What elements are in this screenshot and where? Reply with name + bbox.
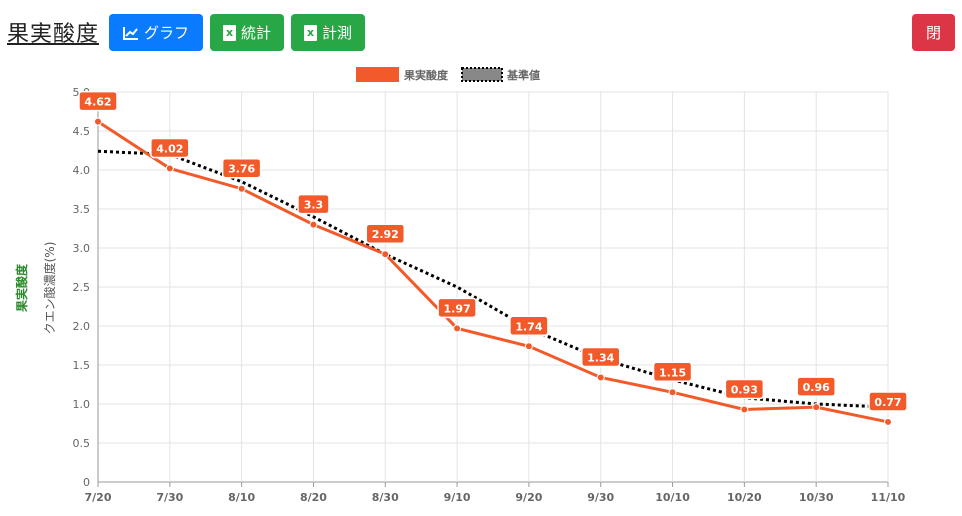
y-tick-label: 4.0 bbox=[73, 164, 91, 177]
x-tick-label: 7/30 bbox=[156, 491, 183, 504]
chart-legend: 果実酸度 基準値 bbox=[356, 67, 540, 82]
data-label: 2.92 bbox=[372, 228, 399, 241]
legend-swatch-acidity bbox=[356, 67, 399, 82]
data-label: 4.62 bbox=[84, 96, 111, 109]
series-acidity bbox=[94, 117, 892, 426]
acidity-point bbox=[237, 184, 246, 193]
acidity-line bbox=[97, 120, 889, 424]
y-axis-ticks: 0 0.5 1.0 1.5 2.0 2.5 3.0 3.5 4.0 4.5 5.0 bbox=[73, 86, 91, 489]
legend-label-reference: 基準値 bbox=[506, 68, 540, 82]
acidity-point bbox=[668, 388, 677, 397]
y-tick-label: 3.0 bbox=[73, 242, 91, 255]
close-button[interactable]: 閉 bbox=[912, 14, 955, 51]
excel-file-icon bbox=[222, 24, 236, 41]
y-axis-title: クエン酸濃度(%) bbox=[42, 242, 57, 335]
y-tick-label: 5.0 bbox=[73, 86, 91, 99]
y-tick-label: 1.5 bbox=[73, 359, 91, 372]
acidity-point bbox=[309, 220, 318, 229]
y-tick-label: 4.5 bbox=[73, 125, 91, 138]
data-label: 1.74 bbox=[515, 320, 542, 333]
data-label: 3.76 bbox=[228, 163, 255, 176]
acidity-point bbox=[165, 164, 174, 173]
legend-label-acidity: 果実酸度 bbox=[403, 68, 449, 82]
stats-button[interactable]: 統計 bbox=[210, 14, 284, 51]
measure-button[interactable]: 計測 bbox=[291, 14, 365, 51]
data-label-box bbox=[868, 391, 908, 412]
data-label-box bbox=[580, 346, 621, 368]
graph-button-label: グラフ bbox=[143, 24, 189, 42]
x-tick-label: 9/10 bbox=[444, 491, 471, 504]
y-tick-label: 1.0 bbox=[73, 398, 91, 411]
data-label: 3.3 bbox=[304, 199, 324, 212]
data-label: 1.34 bbox=[587, 351, 614, 364]
data-label: 1.15 bbox=[659, 366, 686, 379]
data-label: 0.77 bbox=[874, 396, 901, 409]
acidity-point bbox=[524, 342, 533, 351]
data-label-box bbox=[509, 315, 549, 337]
acidity-point bbox=[453, 324, 462, 333]
acidity-point bbox=[884, 417, 892, 426]
chart-line-icon bbox=[122, 26, 138, 40]
excel-file-icon bbox=[303, 24, 317, 41]
y-tick-label: 0 bbox=[83, 476, 90, 489]
graph-button[interactable]: グラフ bbox=[109, 14, 203, 51]
x-tick-label: 9/30 bbox=[587, 491, 614, 504]
acidity-point bbox=[381, 250, 390, 259]
data-label: 4.02 bbox=[156, 142, 183, 155]
measure-button-label: 計測 bbox=[321, 24, 352, 42]
data-label-box bbox=[150, 137, 190, 159]
x-tick-label: 10/20 bbox=[727, 491, 762, 504]
acidity-point bbox=[94, 117, 102, 126]
chart-grid bbox=[97, 91, 889, 487]
data-label-box bbox=[297, 193, 330, 215]
acidity-point bbox=[740, 405, 749, 414]
x-tick-label: 11/10 bbox=[871, 491, 906, 504]
series-reference bbox=[97, 149, 889, 409]
x-tick-label: 7/20 bbox=[85, 491, 112, 504]
acidity-point bbox=[596, 373, 605, 382]
toolbar: 果実酸度 グラフ 統計 計測 閉 bbox=[0, 0, 962, 60]
data-label-box bbox=[724, 378, 765, 400]
y-tick-label: 0.5 bbox=[73, 437, 91, 450]
y-tick-label: 2.5 bbox=[73, 281, 91, 294]
close-button-label: 閉 bbox=[925, 24, 941, 42]
legend-swatch-reference bbox=[461, 67, 503, 82]
x-tick-label: 9/20 bbox=[515, 491, 542, 504]
data-label-box bbox=[365, 223, 406, 244]
acidity-point bbox=[812, 403, 821, 412]
y-tick-label: 2.0 bbox=[73, 320, 91, 333]
x-tick-label: 8/10 bbox=[228, 491, 255, 504]
data-label-box bbox=[78, 90, 118, 112]
page-title: 果実酸度 bbox=[7, 22, 100, 47]
stats-button-label: 統計 bbox=[240, 24, 271, 42]
data-label: 0.96 bbox=[803, 381, 830, 394]
x-tick-label: 8/20 bbox=[300, 491, 327, 504]
data-label-box bbox=[221, 157, 262, 179]
data-label-box bbox=[796, 376, 836, 397]
x-tick-label: 8/30 bbox=[372, 491, 399, 504]
data-labels: 4.62 4.02 3.76 3.3 2.92 1.97 1.74 1.34 1.15 0.93 0… bbox=[78, 90, 908, 412]
reference-line bbox=[97, 149, 889, 409]
data-label-box bbox=[652, 361, 693, 383]
y-tick-label: 3.5 bbox=[73, 203, 91, 216]
x-axis-ticks: 7/20 7/30 8/10 8/20 8/30 9/10 9/20 9/30 10/10 10/… bbox=[85, 491, 906, 504]
data-label: 0.93 bbox=[731, 383, 758, 396]
side-label: 果実酸度 bbox=[14, 263, 29, 313]
x-tick-label: 10/10 bbox=[655, 491, 690, 504]
x-tick-label: 10/30 bbox=[799, 491, 834, 504]
data-label: 1.97 bbox=[444, 302, 471, 315]
data-label-box bbox=[437, 297, 477, 319]
